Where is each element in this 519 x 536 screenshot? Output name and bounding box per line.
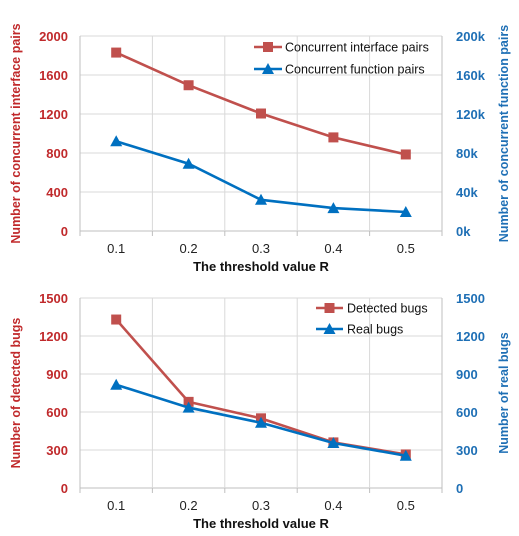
series-line-a: [115, 318, 407, 456]
y-right-axis-title: Number of concurrent function pairs: [497, 25, 511, 242]
y-right-axis-title: Number of real bugs: [497, 332, 511, 454]
data-point-square: [111, 47, 122, 58]
data-point-triangle: [182, 157, 195, 169]
y-right-tick-label: 0: [456, 481, 463, 496]
y-right-tick-label: 200k: [456, 29, 486, 44]
data-point-square: [183, 80, 194, 91]
data-point-square: [400, 149, 411, 160]
y-right-tick-label: 80k: [456, 146, 478, 161]
x-axis-title: The threshold value R: [193, 259, 329, 274]
y-left-tick-label: 0: [61, 481, 68, 496]
x-tick-label: 0.3: [252, 241, 270, 256]
y-left-tick-label: 1200: [39, 329, 68, 344]
y-left-tick-label: 900: [46, 367, 68, 382]
y-left-tick-label: 600: [46, 405, 68, 420]
data-point-triangle: [255, 193, 267, 205]
x-tick-label: 0.2: [180, 498, 198, 513]
data-point-square: [328, 132, 339, 143]
y-right-tick-label: 1200: [456, 329, 485, 344]
data-point-triangle: [255, 416, 267, 428]
x-tick-label: 0.4: [324, 498, 342, 513]
y-left-tick-label: 300: [46, 443, 68, 458]
y-right-tick-label: 600: [456, 405, 478, 420]
y-left-tick-label: 400: [46, 185, 68, 200]
legend-label: Concurrent function pairs: [285, 63, 425, 77]
data-point-square: [111, 314, 122, 325]
y-right-tick-label: 300: [456, 443, 478, 458]
data-point-triangle: [399, 205, 412, 217]
y-left-axis-title: Number of concurrent interface pairs: [9, 23, 23, 243]
y-left-tick-label: 0: [61, 224, 68, 239]
x-tick-label: 0.2: [180, 241, 198, 256]
y-left-tick-label: 2000: [39, 29, 68, 44]
y-right-tick-label: 900: [456, 367, 478, 382]
data-point-square: [256, 108, 266, 119]
x-axis-title: The threshold value R: [193, 516, 329, 531]
legend-marker-square: [263, 42, 273, 52]
legend-label: Concurrent interface pairs: [285, 41, 429, 55]
x-tick-label: 0.4: [324, 241, 342, 256]
y-right-tick-label: 1500: [456, 291, 485, 306]
y-left-tick-label: 800: [46, 146, 68, 161]
x-tick-label: 0.5: [397, 241, 415, 256]
legend-marker-triangle: [323, 323, 336, 334]
data-point-triangle: [182, 401, 195, 413]
chart-concurrent-pairs: 0 400 800 1200 1600 2000 0k 40k 80k 120k 160k 200k 0…: [9, 23, 511, 274]
y-right-tick-label: 40k: [456, 185, 478, 200]
x-tick-label: 0.1: [107, 498, 125, 513]
legend-marker-triangle: [262, 63, 274, 74]
data-point-triangle: [399, 449, 412, 461]
legend-marker-square: [324, 303, 335, 313]
x-tick-label: 0.3: [252, 498, 270, 513]
x-tick-label: 0.1: [107, 241, 125, 256]
y-right-tick-label: 0k: [456, 224, 471, 239]
data-point-triangle: [110, 378, 123, 390]
y-left-tick-label: 1600: [39, 68, 68, 83]
legend-label: Real bugs: [347, 323, 403, 337]
y-left-tick-label: 1200: [39, 107, 68, 122]
data-point-triangle: [327, 202, 340, 214]
data-point-triangle: [327, 437, 340, 449]
data-point-triangle: [110, 135, 123, 147]
y-left-tick-label: 1500: [39, 291, 68, 306]
x-tick-label: 0.5: [397, 498, 415, 513]
chart-bugs: 0 300 600 900 1200 1500 0 300 600 900 1200 1500 0.1 0…: [9, 291, 511, 531]
legend-label: Detected bugs: [347, 302, 428, 316]
y-right-tick-label: 120k: [456, 107, 486, 122]
y-left-axis-title: Number of detected bugs: [9, 318, 23, 469]
y-right-tick-label: 160k: [456, 68, 486, 83]
